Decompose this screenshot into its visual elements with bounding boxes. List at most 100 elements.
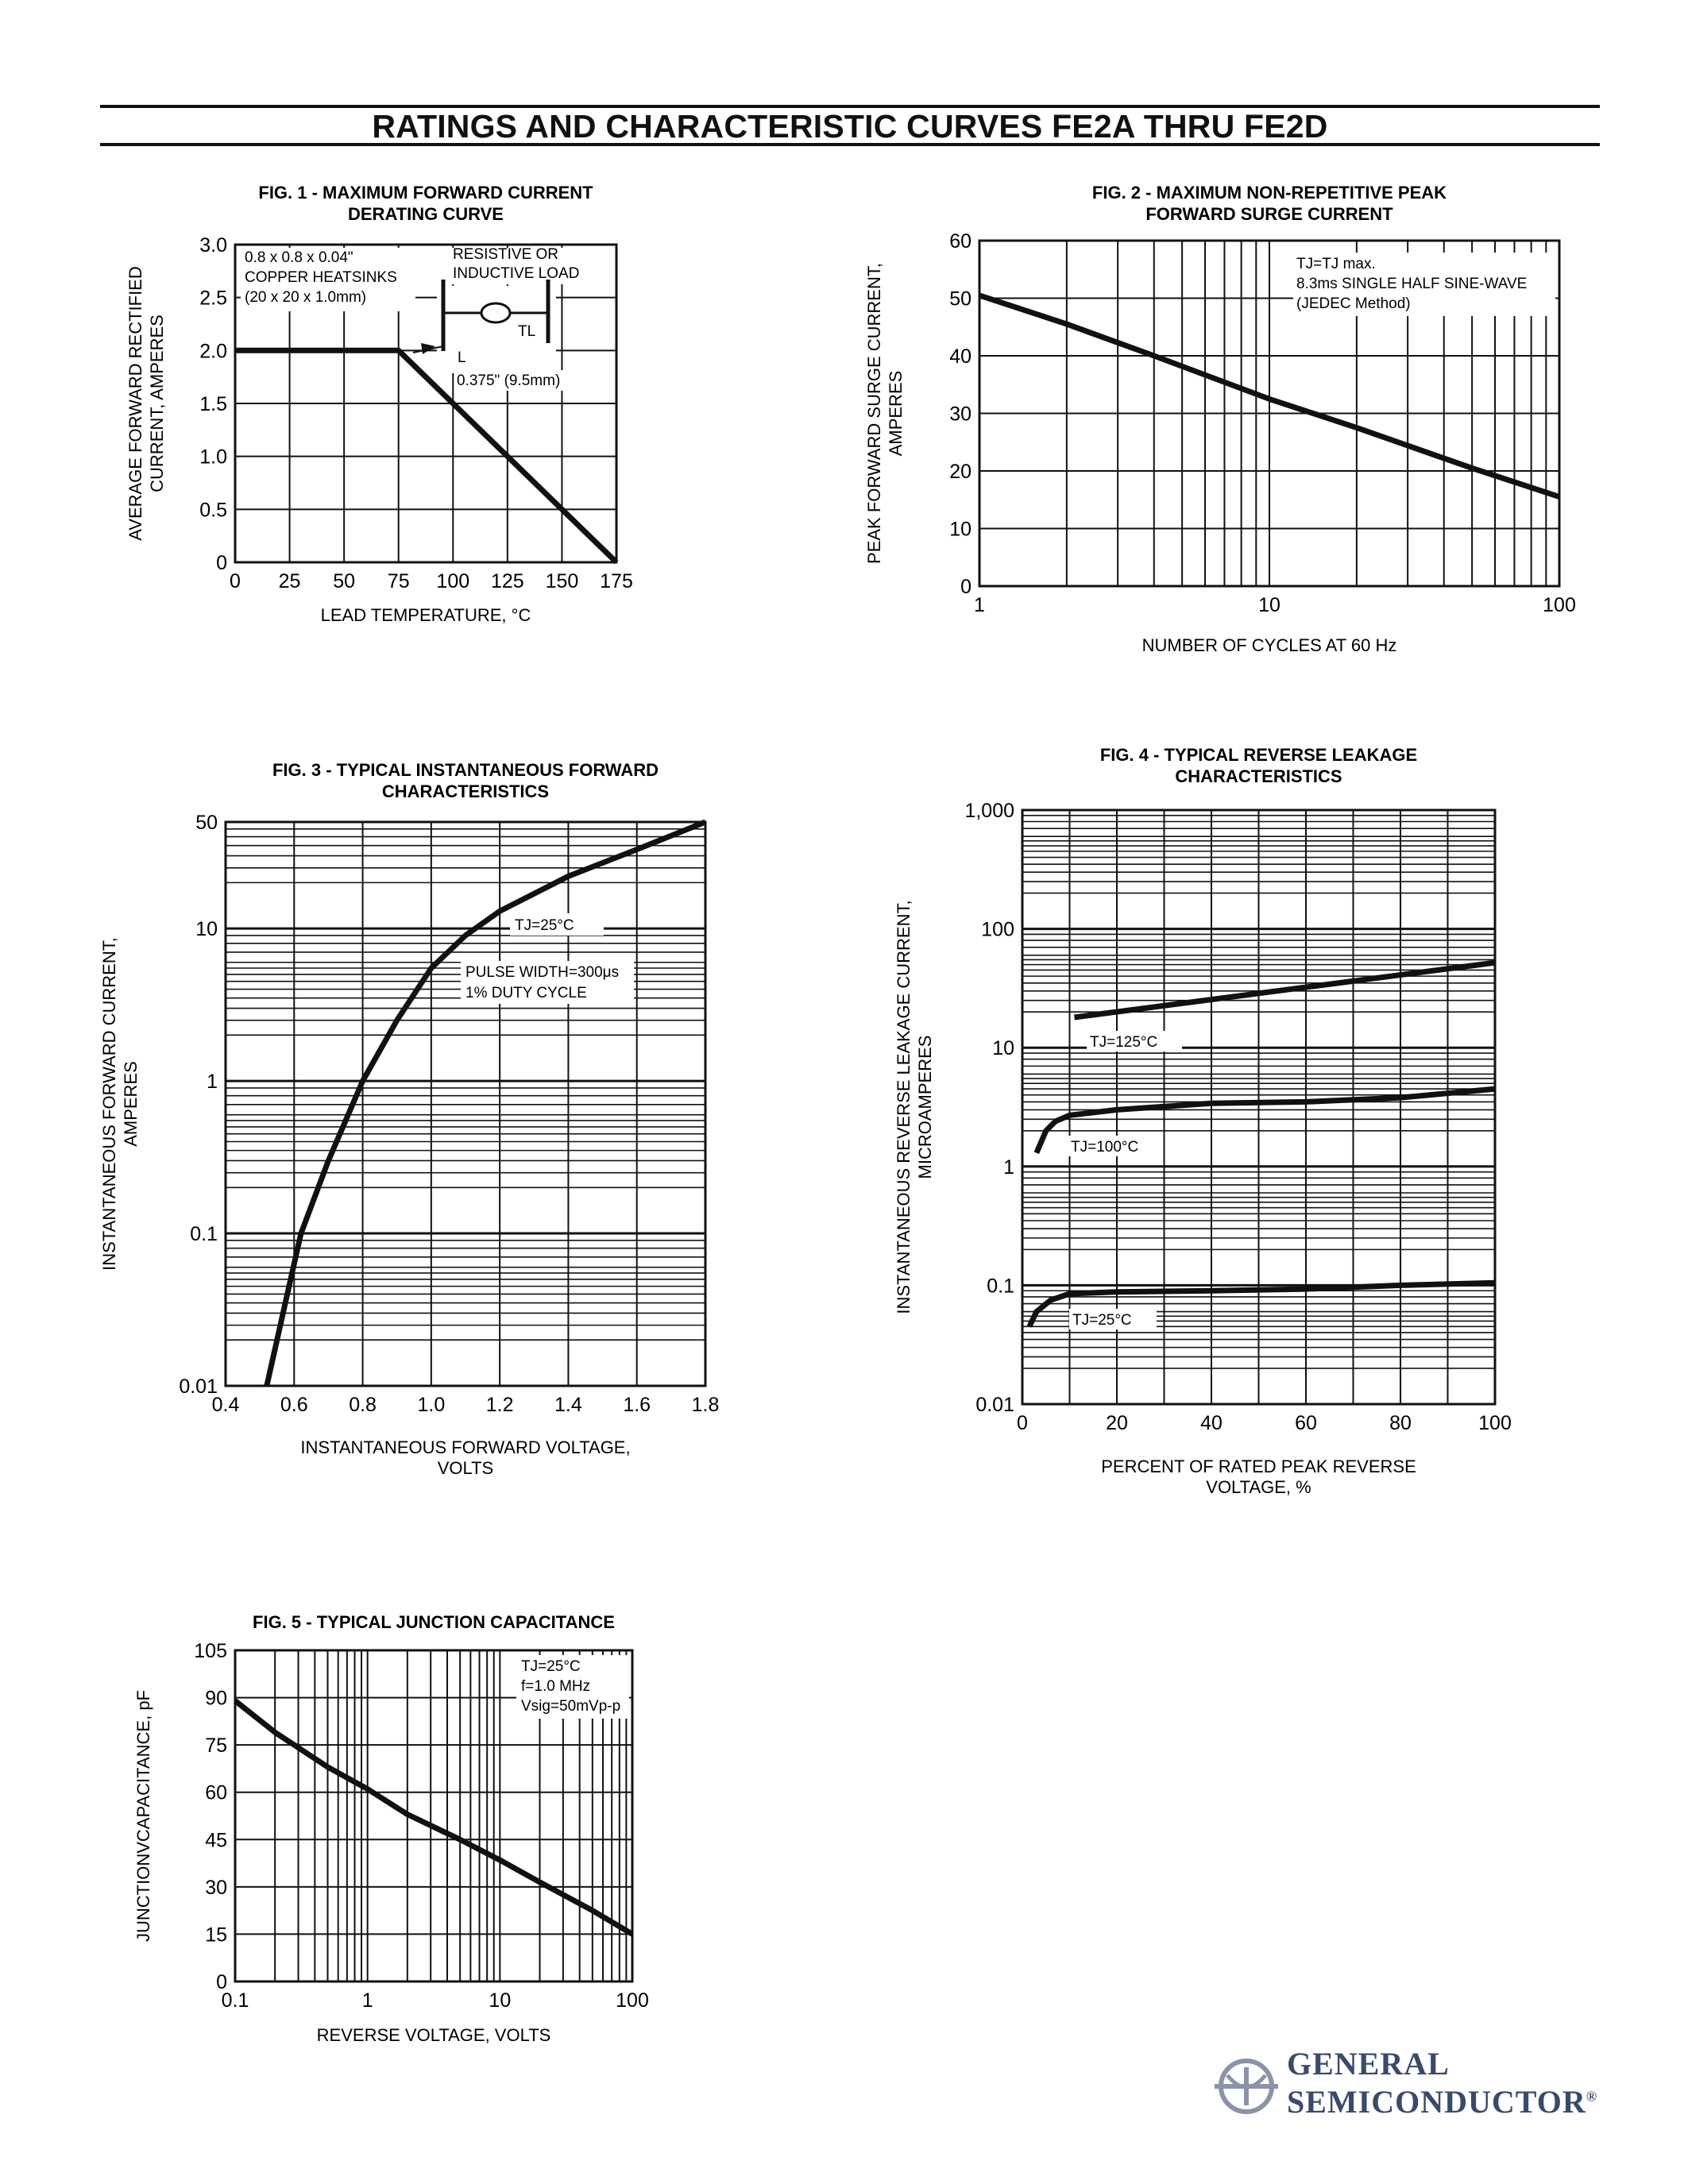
fig2-ytick-label: 50 <box>949 288 971 311</box>
fig5-plot-frame <box>234 1649 634 1983</box>
fig3-plot-frame <box>224 820 707 1387</box>
fig1-ytick-label: 0 <box>216 552 227 574</box>
fig1-load-note: RESISTIVE OR <box>453 246 558 263</box>
fig2-title-line: FORWARD SURGE CURRENT <box>1145 204 1393 224</box>
fig2-xtick-label: 1 <box>974 594 985 616</box>
fig4-ytick-label: 0.01 <box>975 1394 1014 1416</box>
fig2-chart: FIG. 2 - MAXIMUM NON-REPETITIVE PEAKFORW… <box>864 183 1576 655</box>
fig2-ytick-label: 0 <box>960 576 971 598</box>
title-underline <box>100 143 1600 146</box>
fig4-xtick-label: 20 <box>1106 1412 1128 1434</box>
fig2-ytick-label: 10 <box>949 519 971 541</box>
fig2-xtick-label: 100 <box>1543 594 1576 616</box>
logo-line-2-text: SEMICONDUCTOR <box>1287 2084 1586 2120</box>
fig5-ytick-label: 30 <box>205 1877 227 1899</box>
fig3-yaxis-label: INSTANTANEOUS FORWARD CURRENT, <box>99 937 119 1271</box>
fig5-ytick-label: 105 <box>194 1640 227 1662</box>
fig4-plot-frame <box>1021 808 1497 1406</box>
fig5-xtick-label: 1 <box>362 1989 373 2012</box>
fig5-ytick-label: 0 <box>216 1971 227 1993</box>
fig3-title-line: CHARACTERISTICS <box>382 781 549 801</box>
fig2-series-line-1 <box>978 292 1561 500</box>
fig2-xtick-label: 10 <box>1258 594 1280 616</box>
fig3-annotations: TJ=25°C PULSE WIDTH=300μs 1% DUTY CYCLE <box>461 913 634 1004</box>
top-rule <box>100 105 1600 108</box>
fig4-xaxis-label: PERCENT OF RATED PEAK REVERSE <box>1101 1457 1416 1476</box>
fig5-conditions-text: TJ=25°C <box>521 1658 581 1675</box>
fig1-ytick-label: 1.0 <box>199 446 227 469</box>
fig1-annotations: 0.8 x 0.8 x 0.04" COPPER HEATSINKS (20 x 2… <box>241 246 580 391</box>
fig5-ytick-label: 90 <box>205 1688 227 1710</box>
fig4-series-label: TJ=100°C <box>1071 1139 1138 1156</box>
fig3-xtick-label: 1.4 <box>554 1394 582 1416</box>
fig5-ytick-label: 45 <box>205 1829 227 1851</box>
fig4-yaxis-label: MICROAMPERES <box>915 1036 935 1179</box>
page-title: RATINGS AND CHARACTERISTIC CURVES FE2A T… <box>372 108 1328 145</box>
fig1-heatsink-note: COPPER HEATSINKS <box>245 269 397 286</box>
fig1-heatsink-note: 0.8 x 0.8 x 0.04" <box>245 249 353 266</box>
fig3-chart: FIG. 3 - TYPICAL INSTANTANEOUS FORWARDCH… <box>99 760 719 1478</box>
fig2-conditions-text: (JEDEC Method) <box>1296 295 1411 312</box>
fig3-series-line-1 <box>264 819 707 1387</box>
fig1-tl-label: TL <box>518 323 535 340</box>
fig4-xtick-label: 40 <box>1200 1412 1223 1434</box>
fig3-ytick-label: 1 <box>207 1071 218 1093</box>
fig3-ytick-label: 0.1 <box>190 1223 218 1245</box>
fig5-annotations: TJ=25°C f=1.0 MHz Vsig=50mVp-p <box>516 1655 629 1719</box>
fig3-xtick-label: 1.8 <box>692 1394 720 1416</box>
fig4-ytick-label: 10 <box>992 1037 1014 1059</box>
fig3-xtick-label: 0.6 <box>280 1394 308 1416</box>
fig1-ytick-label: 1.5 <box>199 393 227 415</box>
fig1-xtick-label: 75 <box>388 570 410 592</box>
fig2-conditions-text: TJ=TJ max. <box>1296 256 1376 272</box>
fig2-conditions-text: 8.3ms SINGLE HALF SINE-WAVE <box>1296 276 1527 292</box>
fig3-xaxis-label: INSTANTANEOUS FORWARD VOLTAGE, <box>300 1437 630 1457</box>
arrow-head-icon <box>421 343 435 354</box>
fig1-xtick-label: 175 <box>600 570 633 592</box>
fig1-load-note: INDUCTIVE LOAD <box>453 265 579 282</box>
fig5-title-line: FIG. 5 - TYPICAL JUNCTION CAPACITANCE <box>253 1612 615 1632</box>
fig3-duty-label: 1% DUTY CYCLE <box>465 985 587 1001</box>
fig1-ytick-label: 3.0 <box>199 234 227 257</box>
fig1-device-bg <box>437 286 556 373</box>
fig1-xtick-label: 150 <box>546 570 579 592</box>
fig5-xaxis-label: REVERSE VOLTAGE, VOLTS <box>317 2025 551 2045</box>
fig1-ytick-label: 2.5 <box>199 287 227 310</box>
fig4-chart: FIG. 4 - TYPICAL REVERSE LEAKAGECHARACTE… <box>894 745 1512 1497</box>
fig5-xtick-label: 0.1 <box>222 1989 249 2012</box>
fig3-yaxis-label: AMPERES <box>121 1061 141 1147</box>
fig1-load-note-bg <box>445 248 580 284</box>
diode-body-icon <box>480 302 512 324</box>
fig3-xtick-label: 1.2 <box>486 1394 514 1416</box>
fig2-yaxis-label: AMPERES <box>886 371 906 457</box>
fig2-xaxis-label: NUMBER OF CYCLES AT 60 Hz <box>1142 635 1397 655</box>
fig4-yaxis-label: INSTANTANEOUS REVERSE LEAKAGE CURRENT, <box>894 900 914 1314</box>
fig5-yaxis-label: JUNCTIONVCAPACITANCE, pF <box>133 1690 153 1942</box>
fig2-ytick-label: 20 <box>949 461 971 483</box>
fig3-ytick-label: 0.01 <box>179 1376 218 1398</box>
fig2-yaxis-label: PEAK FORWARD SURGE CURRENT, <box>864 263 884 564</box>
fig5-xtick-label: 100 <box>616 1989 649 2012</box>
fig1-heatsink-note-bg <box>241 248 415 311</box>
company-logo: GENERAL SEMICONDUCTOR® <box>1211 2045 1597 2132</box>
fig4-ytick-label: 1 <box>1003 1156 1014 1179</box>
fig4-ytick-label: 0.1 <box>987 1275 1014 1297</box>
fig3-xtick-label: 1.0 <box>417 1394 445 1416</box>
fig5-conditions-text: Vsig=50mVp-p <box>521 1698 620 1715</box>
fig1-xaxis-label: LEAD TEMPERATURE, °C <box>321 605 531 625</box>
fig4-series-label: TJ=25°C <box>1072 1312 1132 1329</box>
fig1-xtick-label: 100 <box>436 570 469 592</box>
fig3-pulse-bg <box>461 961 634 1004</box>
fig3-ytick-label: 10 <box>195 918 218 940</box>
fig4-xaxis-label: VOLTAGE, % <box>1206 1477 1311 1497</box>
logo-line-2: SEMICONDUCTOR® <box>1287 2083 1597 2120</box>
fig1-ytick-label: 0.5 <box>199 499 227 521</box>
fig2-ytick-label: 60 <box>949 230 971 253</box>
fig5-ytick-label: 75 <box>205 1734 227 1757</box>
fig1-yaxis-label: AVERAGE FORWARD RECTIFIED <box>126 266 145 541</box>
fig4-series-label: TJ=125°C <box>1090 1034 1157 1051</box>
fig3-title-line: FIG. 3 - TYPICAL INSTANTANEOUS FORWARD <box>272 760 659 780</box>
fig1-xtick-label: 125 <box>491 570 524 592</box>
fig5-conditions-bg <box>516 1655 629 1719</box>
